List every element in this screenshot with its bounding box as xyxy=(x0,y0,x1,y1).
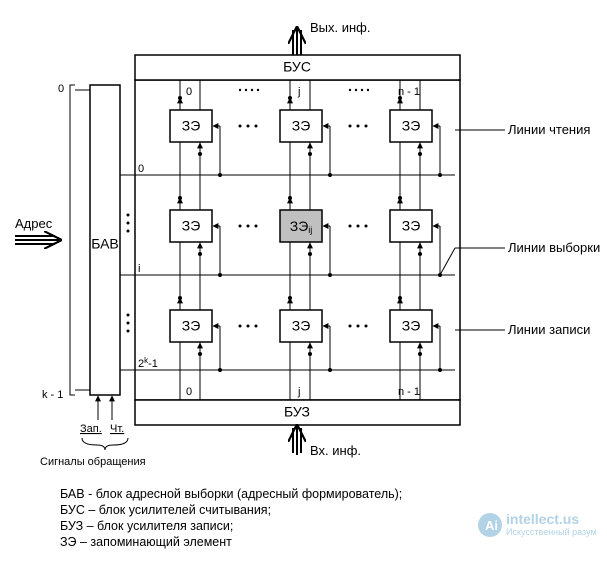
col-j-bot: j xyxy=(297,386,300,398)
address-arrow xyxy=(15,236,60,244)
col-n1-bot: n - 1 xyxy=(398,386,420,398)
read-short-label: Чт. xyxy=(110,423,124,435)
memory-cell-label: ЗЭ xyxy=(292,118,311,134)
v-ellipsis xyxy=(127,214,130,333)
bus-label: БУС xyxy=(283,59,311,75)
memory-cell-label: ЗЭ xyxy=(182,318,201,334)
row-2k-label: 2k-1 xyxy=(138,356,158,370)
col-j-top: j xyxy=(297,86,300,98)
legend-line-4: ЗЭ – запоминающий элемент xyxy=(60,535,232,549)
bav-label: БАВ xyxy=(91,236,119,252)
row-i-label: i xyxy=(138,263,140,275)
input-label: Вх. инф. xyxy=(310,443,361,458)
address-brace xyxy=(70,85,75,395)
brand-sub: Искусственный разум xyxy=(506,527,597,537)
memory-cell-label: ЗЭ xyxy=(182,218,201,234)
memory-cell-label: ЗЭ xyxy=(402,118,421,134)
brace-top-label: 0 xyxy=(58,83,64,95)
output-label: Вых. инф. xyxy=(310,20,371,35)
brand-name: intellect.us xyxy=(506,511,579,527)
legend-line-3: БУЗ – блок усилителя записи; xyxy=(60,519,233,533)
buz-label: БУЗ xyxy=(284,404,310,420)
brand-watermark: Ai intellect.us Искусственный разум xyxy=(478,511,597,537)
write-short-label: Зап. xyxy=(80,423,102,435)
legend-line-1: БАВ - блок адресной выборки (адресный фо… xyxy=(60,487,402,501)
memory-cell-label: ЗЭ xyxy=(402,318,421,334)
col-0-top: 0 xyxy=(186,86,192,98)
svg-text:Ai: Ai xyxy=(485,518,498,533)
brace-bot-label: k - 1 xyxy=(42,389,63,401)
read-lines-label: Линии чтения xyxy=(508,122,590,137)
address-label: Адрес xyxy=(15,216,53,231)
memory-cell-label: ЗЭ xyxy=(182,118,201,134)
legend-line-2: БУС – блок усилителей считывания; xyxy=(60,503,271,517)
memory-cell-label: ЗЭ xyxy=(402,218,421,234)
col-n1-top: n - 1 xyxy=(398,86,420,98)
col-0-bot: 0 xyxy=(186,386,192,398)
select-lines-label: Линии выборки xyxy=(508,240,600,255)
memory-cell-label: ЗЭ xyxy=(292,318,311,334)
write-lines-label: Линии записи xyxy=(508,322,590,337)
signals-label: Сигналы обращения xyxy=(40,456,146,468)
row-0-label: 0 xyxy=(138,163,144,175)
